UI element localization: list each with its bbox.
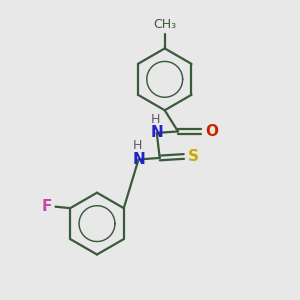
Text: F: F — [41, 199, 52, 214]
Text: N: N — [150, 125, 163, 140]
Text: CH₃: CH₃ — [153, 18, 176, 31]
Text: O: O — [205, 124, 218, 139]
Text: H: H — [132, 139, 142, 152]
Text: N: N — [132, 152, 145, 167]
Text: H: H — [151, 112, 160, 126]
Text: S: S — [188, 149, 199, 164]
